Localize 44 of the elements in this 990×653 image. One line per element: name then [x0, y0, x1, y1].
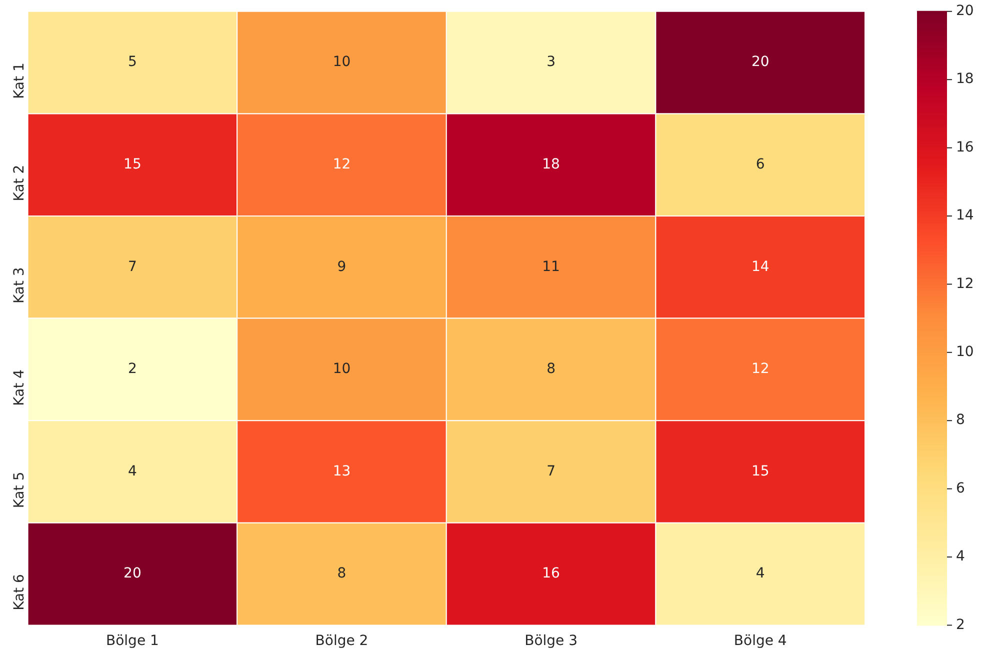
color-bar-label: 4 [956, 548, 965, 565]
y-tick-label: Kat 3 [11, 267, 28, 304]
data-label: 8 [337, 566, 346, 582]
y-tick-label: Kat 5 [11, 472, 28, 508]
data-label: 15 [124, 156, 142, 172]
data-label: 6 [756, 156, 765, 172]
color-bar-label: 10 [956, 344, 974, 360]
color-bar-label: 20 [956, 3, 974, 20]
y-tick-label: Kat 6 [11, 574, 28, 610]
data-label: 4 [756, 566, 765, 582]
color-bar-label: 14 [956, 208, 974, 224]
x-tick-label: Bölge 2 [315, 633, 368, 650]
data-label: 11 [542, 258, 560, 275]
data-label: 20 [751, 54, 770, 70]
data-label: 16 [542, 566, 560, 582]
data-label: 18 [542, 156, 560, 172]
data-label: 13 [332, 463, 351, 480]
data-label: 15 [751, 463, 770, 480]
data-label: 10 [332, 54, 351, 70]
color-bar-label: 12 [956, 276, 974, 292]
x-tick-label: Bölge 1 [106, 633, 159, 650]
data-label: 3 [546, 54, 556, 70]
x-tick-label: Bölge 3 [524, 633, 578, 650]
data-label: 9 [337, 258, 346, 275]
color-bar-label: 8 [956, 412, 965, 428]
data-label: 5 [128, 54, 137, 70]
y-tick-label: Kat 1 [11, 62, 28, 99]
data-label: 4 [128, 463, 137, 480]
data-label: 7 [546, 463, 556, 480]
data-label: 2 [128, 361, 137, 378]
data-label: 7 [128, 258, 137, 275]
data-label: 20 [124, 566, 142, 582]
color-bar-label: 18 [956, 71, 974, 88]
data-label: 10 [332, 361, 351, 378]
data-label: 12 [332, 156, 351, 172]
data-label: 12 [751, 361, 770, 378]
color-bar-label: 16 [956, 139, 974, 156]
color-bar-label: 2 [956, 616, 965, 633]
data-label: 8 [546, 361, 556, 378]
y-tick-label: Kat 4 [11, 369, 28, 406]
x-tick-label: Bölge 4 [734, 633, 787, 650]
color-bar-label: 6 [956, 480, 965, 496]
y-tick-label: Kat 2 [11, 164, 28, 202]
data-label: 14 [751, 258, 770, 275]
